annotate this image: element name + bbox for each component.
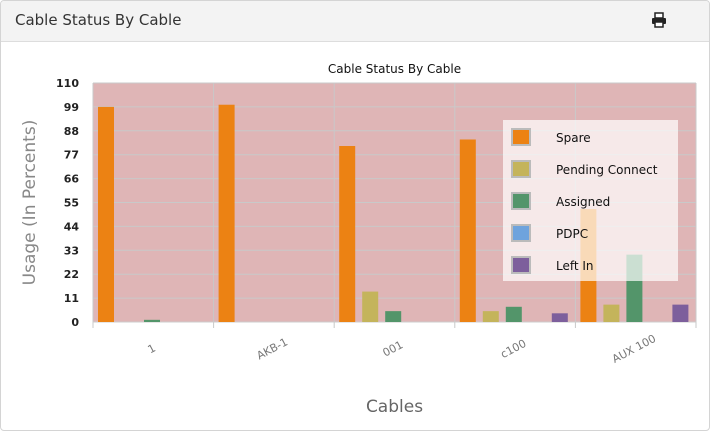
legend-label: Left In: [556, 259, 594, 273]
bar-pending-connect: [603, 304, 620, 322]
panel-title: Cable Status By Cable: [15, 11, 182, 29]
legend-label: PDPC: [556, 227, 588, 241]
chart-title: Cable Status By Cable: [328, 62, 461, 76]
bar-chart: Cable Status By Cable 0 11 22 33 44 55 66 77 88 99…: [20, 62, 697, 417]
y-tick-label: 0: [71, 316, 79, 329]
bar-spare: [459, 139, 476, 322]
printer-icon[interactable]: [651, 12, 667, 28]
legend-swatch: [511, 192, 531, 210]
x-tick-label: c100: [498, 337, 528, 361]
legend-swatch: [511, 160, 531, 178]
y-tick-label: 77: [64, 149, 79, 162]
x-tick-label: AKB-1: [255, 335, 290, 362]
x-tick-label: AUX 100: [610, 332, 658, 366]
x-tick-label: 001: [381, 338, 406, 359]
bar-spare: [98, 106, 114, 323]
y-tick-label: 99: [64, 101, 79, 114]
bar-spare: [218, 104, 235, 323]
y-tick-label: 22: [64, 268, 79, 281]
legend-label: Pending Connect: [556, 163, 658, 177]
y-tick-label: 66: [64, 173, 80, 186]
y-axis-label: Usage (In Percents): [20, 120, 40, 286]
legend-swatch: [511, 256, 531, 274]
legend-swatch: [511, 224, 531, 242]
y-tick-label: 33: [64, 244, 79, 257]
bar-assigned: [385, 311, 402, 322]
bar-pending-connect: [362, 291, 379, 322]
y-tick-label: 44: [64, 220, 80, 233]
x-tick-label: 1: [146, 342, 158, 357]
legend-label: Assigned: [556, 195, 610, 209]
bar-left-in: [672, 304, 689, 322]
legend-box: [503, 120, 678, 281]
bar-assigned: [144, 319, 160, 322]
bar-pending-connect: [482, 311, 499, 322]
x-axis-label: Cables: [366, 397, 423, 417]
bar-assigned: [505, 306, 522, 322]
y-tick-label: 110: [56, 77, 79, 90]
panel-header: Cable Status By Cable: [1, 1, 709, 42]
y-tick-label: 11: [64, 292, 79, 305]
bar-left-in: [551, 313, 568, 322]
legend-swatch: [511, 128, 531, 146]
y-tick-label: 88: [64, 125, 79, 138]
legend-label: Spare: [556, 131, 591, 145]
y-tick-label: 55: [64, 197, 79, 210]
bar-spare: [339, 146, 356, 322]
